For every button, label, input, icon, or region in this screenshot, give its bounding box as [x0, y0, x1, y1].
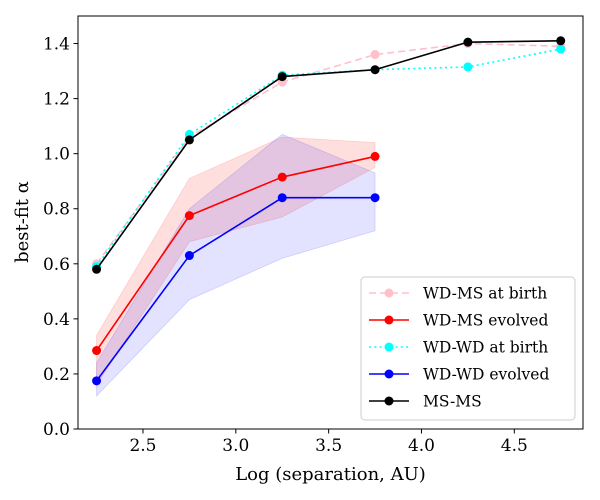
legend-entry-wd-ms-at-birth: WD-MS at birth [369, 285, 547, 303]
series-ms-ms [92, 36, 566, 274]
legend: WD-MS at birth WD-MS evolved WD-WD at birt… [360, 276, 576, 421]
y-tick-label: 0.2 [43, 365, 70, 385]
legend-entry-wd-wd-at-birth: WD-WD at birth [369, 339, 548, 357]
legend-marker [384, 369, 394, 379]
data-point [463, 37, 473, 47]
y-axis: 0.0 0.2 0.4 0.6 0.8 1.0 1.2 1.4 [43, 35, 78, 440]
series-wd-ms-evolved [92, 151, 380, 356]
data-point [370, 65, 380, 75]
data-point [277, 72, 287, 82]
data-point [556, 44, 566, 54]
band-wd-ms-evolved-range [96, 136, 376, 387]
y-tick-label: 0.6 [43, 255, 70, 275]
data-point [184, 135, 194, 145]
data-point [277, 172, 287, 182]
data-point [370, 151, 380, 161]
data-point [556, 36, 566, 46]
y-axis-label: best-fit α [12, 181, 33, 263]
data-point [370, 193, 380, 203]
data-point [184, 211, 194, 221]
series-line-ms-ms [95, 39, 561, 270]
data-point [92, 346, 102, 356]
legend-entry-wd-ms-evolved: WD-MS evolved [369, 312, 548, 330]
legend-label: WD-MS evolved [423, 312, 548, 330]
data-point [277, 193, 287, 203]
y-tick-label: 0.4 [43, 310, 70, 330]
x-tick-label: 3.0 [222, 436, 249, 456]
y-tick-label: 1.0 [43, 145, 70, 165]
legend-marker [384, 315, 394, 325]
legend-label: MS-MS [423, 393, 482, 411]
data-point [370, 50, 380, 60]
series-line-wd-ms-at-birth [95, 42, 561, 265]
series-line-wd-ms-evolved [95, 155, 376, 351]
y-tick-label: 1.4 [43, 35, 70, 55]
legend-marker [384, 342, 394, 352]
x-tick-label: 4.0 [408, 436, 435, 456]
x-tick-label: 3.5 [315, 436, 342, 456]
x-tick-label: 4.5 [501, 436, 528, 456]
data-point [463, 62, 473, 72]
band-wd-wd-evolved-range [96, 133, 376, 397]
legend-marker [384, 288, 394, 298]
legend-entry-ms-ms: MS-MS [369, 393, 482, 411]
series-wd-wd-evolved [92, 193, 380, 386]
data-point [92, 264, 102, 274]
legend-marker [384, 396, 394, 406]
x-tick-label: 2.5 [129, 436, 156, 456]
legend-label: WD-WD evolved [423, 366, 549, 384]
legend-entry-wd-wd-evolved: WD-WD evolved [369, 366, 549, 384]
y-tick-label: 0.8 [43, 200, 70, 220]
y-tick-label: 0.0 [43, 420, 70, 440]
legend-box [360, 276, 576, 421]
confidence-bands [96, 133, 376, 397]
x-axis-label: Log (separation, AU) [235, 464, 426, 485]
data-point [92, 376, 102, 386]
y-tick-label: 1.2 [43, 90, 70, 110]
series-line-wd-wd-evolved [95, 196, 376, 382]
legend-label: WD-WD at birth [423, 339, 548, 357]
x-axis: 2.5 3.0 3.5 4.0 4.5 [129, 429, 528, 456]
data-point [184, 251, 194, 261]
plot-frame [77, 15, 584, 430]
series-lines [92, 36, 566, 386]
legend-label: WD-MS at birth [423, 285, 547, 303]
